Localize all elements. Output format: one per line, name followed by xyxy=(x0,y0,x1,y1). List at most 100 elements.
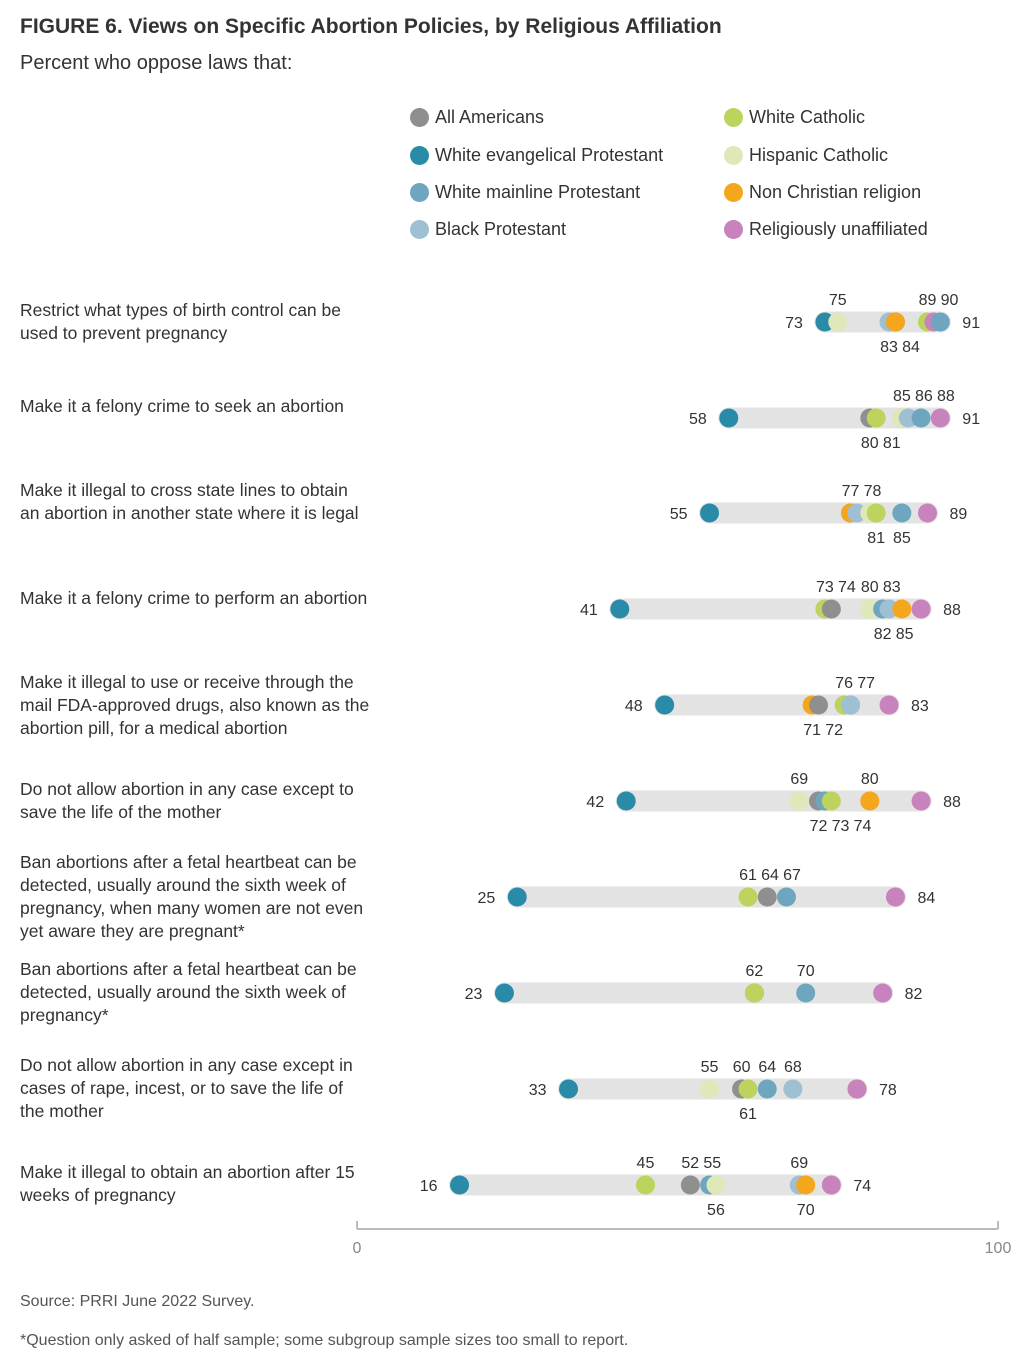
value-label-below: 81 xyxy=(883,435,901,452)
value-label-below: 85 xyxy=(893,530,911,547)
min-value-label: 58 xyxy=(689,411,707,428)
dot-white-evang xyxy=(494,983,514,1003)
value-label-above: 64 xyxy=(761,867,779,884)
row-label: Make it illegal to use or receive throug… xyxy=(20,672,370,738)
value-label-above: 74 xyxy=(838,579,856,596)
dot-hisp-cath xyxy=(700,1079,720,1099)
dot-white-evang xyxy=(450,1175,470,1195)
value-label-above: 85 xyxy=(893,388,911,405)
max-value-label: 84 xyxy=(917,890,935,907)
value-label-below: 72 xyxy=(825,722,843,739)
value-label-above: 55 xyxy=(703,1155,721,1172)
min-value-label: 23 xyxy=(465,986,483,1003)
value-label-above: 83 xyxy=(883,579,901,596)
dot-all xyxy=(680,1175,700,1195)
value-label-above: 80 xyxy=(861,579,879,596)
max-value-label: 74 xyxy=(853,1178,871,1195)
dot-unaffil xyxy=(911,599,931,619)
dot-unaffil xyxy=(911,791,931,811)
footnote: *Question only asked of half sample; som… xyxy=(20,1332,629,1349)
dot-white-evang xyxy=(655,695,675,715)
dot-white-cath xyxy=(866,408,886,428)
dot-all xyxy=(757,887,777,907)
figure-subtitle: Percent who oppose laws that: xyxy=(20,52,293,74)
value-label-below: 74 xyxy=(854,818,872,835)
dot-white-evang xyxy=(616,791,636,811)
max-value-label: 83 xyxy=(911,698,929,715)
value-label-above: 78 xyxy=(864,483,882,500)
value-label-above: 69 xyxy=(790,771,808,788)
dot-white-cath xyxy=(866,503,886,523)
row-label: Make it illegal to cross state lines to … xyxy=(20,480,359,523)
value-label-below: 70 xyxy=(797,1202,815,1219)
min-value-label: 16 xyxy=(420,1178,438,1195)
value-label-above: 69 xyxy=(790,1155,808,1172)
dot-unaffil xyxy=(873,983,893,1003)
value-label-above: 70 xyxy=(797,963,815,980)
min-value-label: 25 xyxy=(477,890,495,907)
value-label-below: 56 xyxy=(707,1202,725,1219)
dot-white-main xyxy=(776,887,796,907)
dot-non-christ xyxy=(860,791,880,811)
min-value-label: 55 xyxy=(670,506,688,523)
value-label-above: 67 xyxy=(783,867,801,884)
dot-all xyxy=(821,599,841,619)
dot-unaffil xyxy=(917,503,937,523)
dot-white-main xyxy=(930,312,950,332)
value-label-above: 75 xyxy=(829,292,847,309)
value-label-below: 71 xyxy=(803,722,821,739)
value-label-above: 62 xyxy=(746,963,764,980)
min-value-label: 42 xyxy=(586,794,604,811)
value-label-below: 83 xyxy=(880,339,898,356)
x-tick-label: 100 xyxy=(985,1240,1012,1257)
max-value-label: 89 xyxy=(949,506,967,523)
value-label-below: 85 xyxy=(896,626,914,643)
value-label-above: 73 xyxy=(816,579,834,596)
dot-non-christ xyxy=(796,1175,816,1195)
dot-white-cath xyxy=(738,887,758,907)
value-label-above: 45 xyxy=(637,1155,655,1172)
value-label-above: 89 xyxy=(919,292,937,309)
value-label-below: 82 xyxy=(874,626,892,643)
dot-black-prot xyxy=(841,695,861,715)
value-label-above: 77 xyxy=(857,675,875,692)
dot-non-christ xyxy=(892,599,912,619)
dot-unaffil xyxy=(930,408,950,428)
value-label-below: 72 xyxy=(810,818,828,835)
value-label-above: 88 xyxy=(937,388,955,405)
dot-non-christ xyxy=(885,312,905,332)
value-label-above: 61 xyxy=(739,867,757,884)
value-label-above: 86 xyxy=(915,388,933,405)
dot-white-evang xyxy=(507,887,527,907)
min-value-label: 48 xyxy=(625,698,643,715)
dot-white-evang xyxy=(700,503,720,523)
min-value-label: 33 xyxy=(529,1082,547,1099)
max-value-label: 78 xyxy=(879,1082,897,1099)
max-value-label: 88 xyxy=(943,602,961,619)
x-tick-label: 0 xyxy=(353,1240,362,1257)
row-label: Make it a felony crime to seek an aborti… xyxy=(20,396,344,416)
row-label: Make it a felony crime to perform an abo… xyxy=(20,588,368,608)
dot-white-cath xyxy=(821,791,841,811)
dot-white-main xyxy=(757,1079,777,1099)
max-value-label: 88 xyxy=(943,794,961,811)
row-label: Do not allow abortion in any case except… xyxy=(20,779,354,822)
value-label-above: 64 xyxy=(758,1059,776,1076)
max-value-label: 82 xyxy=(905,986,923,1003)
row-label: Ban abortions after a fetal heartbeat ca… xyxy=(20,959,357,1025)
row-label: Restrict what types of birth control can… xyxy=(20,300,341,343)
dot-unaffil xyxy=(847,1079,867,1099)
dot-white-main xyxy=(892,503,912,523)
dot-white-evang xyxy=(559,1079,579,1099)
dot-all xyxy=(809,695,829,715)
dot-hisp-cath xyxy=(789,791,809,811)
value-label-below: 81 xyxy=(867,530,885,547)
value-label-below: 73 xyxy=(832,818,850,835)
value-label-above: 60 xyxy=(733,1059,751,1076)
dot-unaffil xyxy=(821,1175,841,1195)
row-label: Do not allow abortion in any case except… xyxy=(20,1055,353,1121)
dot-white-evang xyxy=(719,408,739,428)
max-value-label: 91 xyxy=(962,315,980,332)
row-label: Ban abortions after a fetal heartbeat ca… xyxy=(20,852,364,941)
